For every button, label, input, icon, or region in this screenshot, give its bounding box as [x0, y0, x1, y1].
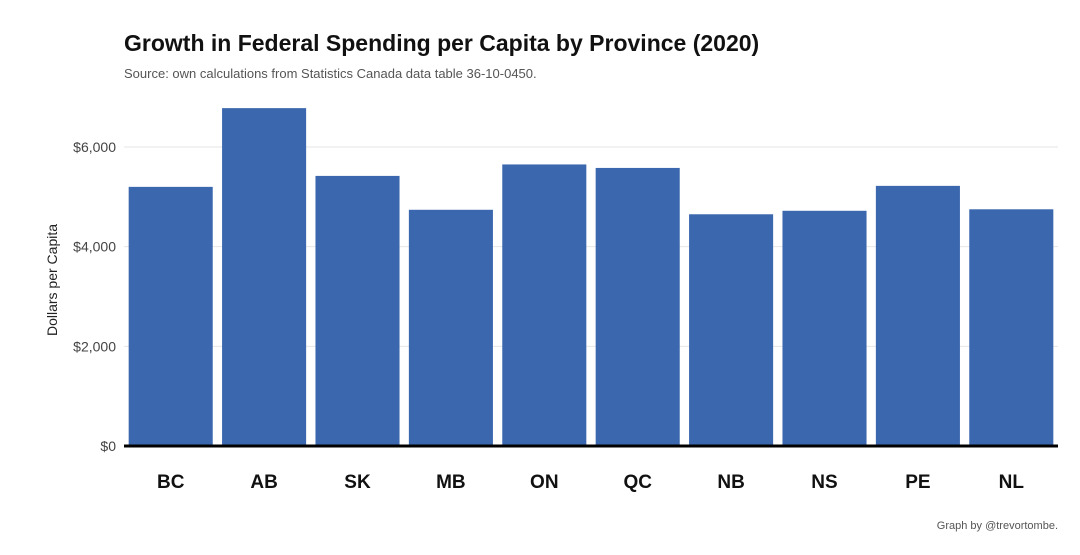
y-axis-label: Dollars per Capita — [44, 224, 60, 336]
chart-title: Growth in Federal Spending per Capita by… — [124, 30, 760, 56]
x-tick-label-bc: BC — [157, 472, 185, 493]
x-tick-label-sk: SK — [344, 472, 371, 493]
x-tick-labels: BC AB SK MB ON QC NB NS PE NL — [157, 472, 1024, 493]
y-tick-label: $0 — [100, 438, 116, 454]
bar-pe — [875, 185, 960, 446]
x-tick-label-pe: PE — [905, 472, 930, 493]
bar-bc — [128, 186, 213, 446]
y-tick-label: $4,000 — [73, 239, 116, 255]
bar-sk — [315, 175, 400, 447]
x-tick-label-mb: MB — [436, 472, 466, 493]
x-tick-label-on: ON — [530, 472, 559, 493]
y-tick-label: $6,000 — [73, 139, 116, 155]
x-tick-label-ab: AB — [250, 472, 277, 493]
bar-on — [502, 164, 587, 447]
chart-caption: Graph by @trevortombe. — [936, 520, 1058, 532]
x-tick-label-nl: NL — [999, 472, 1025, 493]
bar-mb — [408, 209, 493, 446]
y-tick-labels: $0 $2,000 $4,000 $6,000 — [73, 139, 116, 454]
x-tick-label-ns: NS — [811, 472, 837, 493]
bar-ns — [782, 210, 867, 446]
bar-ab — [222, 108, 307, 446]
bar-nl — [969, 209, 1054, 446]
y-tick-label: $2,000 — [73, 338, 116, 354]
bar-nb — [689, 214, 774, 446]
x-tick-label-qc: QC — [623, 472, 652, 493]
bars — [128, 108, 1054, 447]
bar-qc — [595, 167, 680, 446]
chart-subtitle: Source: own calculations from Statistics… — [124, 66, 537, 81]
x-tick-label-nb: NB — [717, 472, 744, 493]
